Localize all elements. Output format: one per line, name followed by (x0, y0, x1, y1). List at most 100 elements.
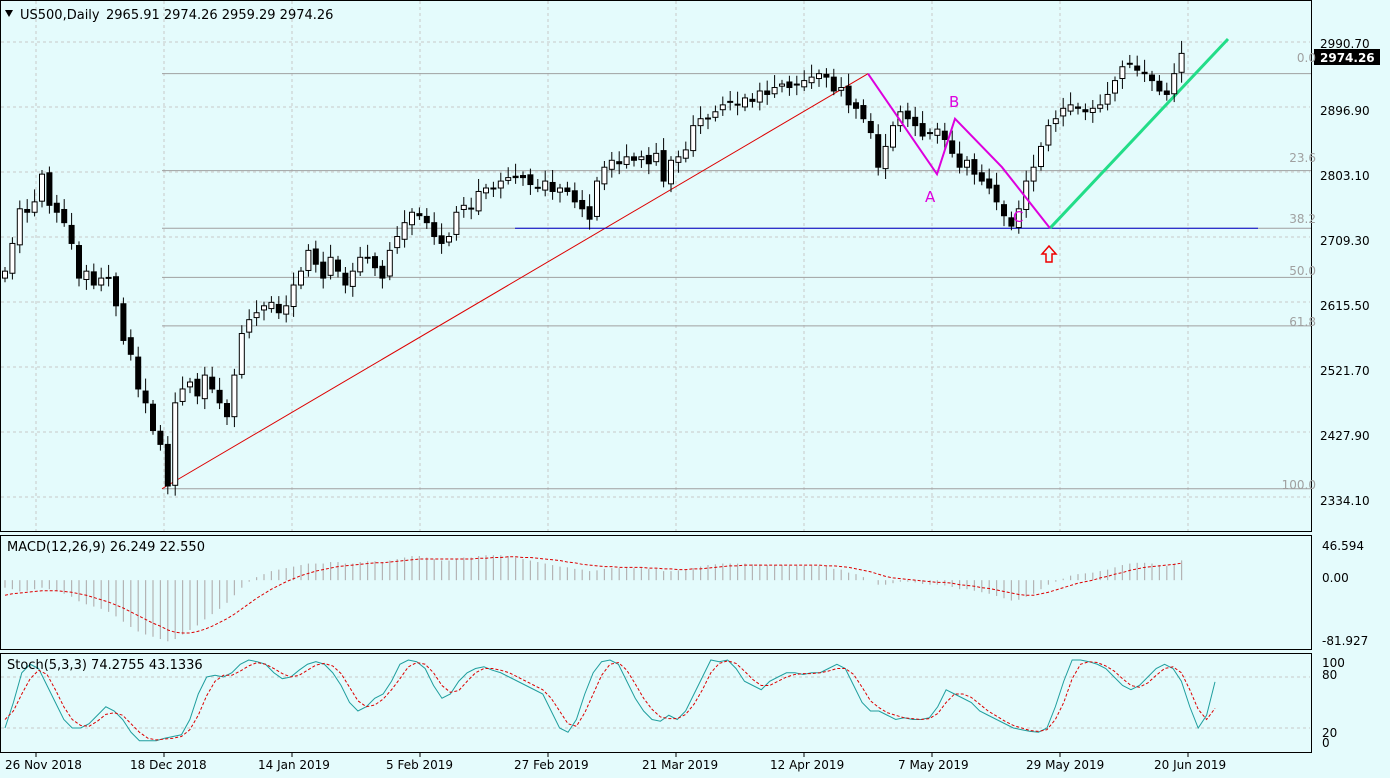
wave-label-c: C (1013, 208, 1023, 226)
candle-body (16, 208, 23, 246)
candle-body (379, 265, 386, 279)
macd-axis-label: 46.594 (1322, 539, 1364, 553)
candle-body (1001, 204, 1007, 217)
candle-body (771, 87, 778, 95)
symbol-label: US500,Daily (20, 8, 100, 23)
candle-body (638, 156, 645, 161)
macd-axis-label: -81.927 (1322, 634, 1368, 648)
candle-body (9, 242, 16, 274)
candle-body (298, 270, 304, 286)
candle-body (520, 175, 526, 179)
wave-label-b: B (949, 93, 959, 111)
candle-body (579, 199, 586, 210)
candle-body (505, 177, 512, 181)
candle-body (98, 277, 105, 286)
candle-body (534, 186, 541, 189)
candle-body (90, 271, 97, 286)
stoch-axis-label: 80 (1322, 668, 1337, 682)
candle-body (1052, 118, 1059, 125)
fib-label: 0.0 (1297, 51, 1316, 65)
macd-indicator (4, 555, 1183, 642)
candle-body (224, 403, 230, 418)
candle-body (409, 211, 415, 226)
candle-body (187, 381, 193, 388)
candle-body (779, 83, 785, 87)
candle-body (386, 249, 393, 277)
candle-body (446, 236, 452, 243)
candle-body (283, 305, 290, 315)
candle-body (1015, 208, 1022, 229)
up-arrow-icon (1040, 244, 1058, 263)
candle-body (986, 178, 993, 189)
candle-body (416, 213, 423, 217)
candle-body (853, 102, 859, 109)
candle-body (1156, 80, 1163, 92)
candle-body (46, 172, 53, 206)
candle-body (971, 159, 978, 175)
candle-body (527, 174, 534, 186)
candle-body (993, 184, 1000, 203)
price-label: 2896.90 (1320, 104, 1370, 118)
fib-label: 23.6 (1289, 151, 1316, 165)
date-label: 12 Apr 2019 (770, 758, 844, 772)
candle-body (1104, 93, 1111, 105)
stochastic-indicator (1, 659, 1310, 742)
stoch-panel-frame (0, 653, 1312, 753)
candle-body (335, 259, 341, 272)
candle-body (460, 204, 467, 210)
candle-body (150, 403, 156, 432)
price-label: 2709.30 (1320, 234, 1370, 248)
candle-body (941, 130, 948, 140)
candle-body (786, 81, 793, 89)
candle-body (1067, 104, 1074, 112)
candle-body (594, 180, 600, 217)
candle-body (453, 211, 460, 235)
abc-zigzag-line (867, 73, 1051, 229)
candle-body (1171, 73, 1178, 95)
candle-body (682, 149, 689, 159)
candle-body (816, 73, 822, 80)
candle-body (860, 105, 867, 120)
candle-body (557, 187, 563, 193)
ohlc-readout: 2965.91 2974.26 2959.29 2974.26 (106, 8, 333, 23)
triangle-down-icon[interactable] (5, 10, 13, 17)
candle-body (2, 270, 8, 279)
candle-body (105, 276, 112, 279)
candle-body (253, 312, 260, 319)
candle-body (268, 301, 275, 310)
candle-body (431, 222, 438, 238)
candle-body (127, 337, 134, 355)
candle-body (142, 390, 149, 404)
fib-label: 50.0 (1289, 264, 1316, 278)
abc-pattern[interactable] (867, 73, 1051, 229)
candle-body (882, 145, 889, 170)
date-label: 18 Dec 2018 (130, 758, 207, 772)
candle-body (912, 116, 919, 127)
candle-body (342, 272, 349, 286)
candle-body (801, 80, 808, 88)
candle-body (1149, 74, 1155, 82)
macd-label: MACD(12,26,9) 26.249 22.550 (7, 540, 205, 555)
price-label: 2334.10 (1320, 494, 1370, 508)
candle-body (830, 76, 837, 92)
stoch-axis-label: 0 (1322, 736, 1330, 750)
candle-body (1038, 145, 1044, 168)
candle-body (949, 140, 956, 154)
candle-body (164, 443, 171, 487)
candle-body (875, 134, 882, 168)
date-label: 14 Jan 2019 (258, 758, 330, 772)
price-grid (1, 1, 1310, 531)
candle-body (727, 100, 734, 103)
candle-body (61, 208, 68, 224)
wave-label-a: A (925, 188, 936, 206)
candle-body (1119, 66, 1126, 80)
candle-body (1075, 106, 1081, 109)
drawn-trendlines[interactable] (161, 37, 1258, 490)
candle-body (120, 303, 127, 341)
date-label: 26 Nov 2018 (5, 758, 82, 772)
candle-body (1030, 166, 1037, 182)
candle-body (31, 201, 38, 213)
candle-body (623, 156, 630, 165)
